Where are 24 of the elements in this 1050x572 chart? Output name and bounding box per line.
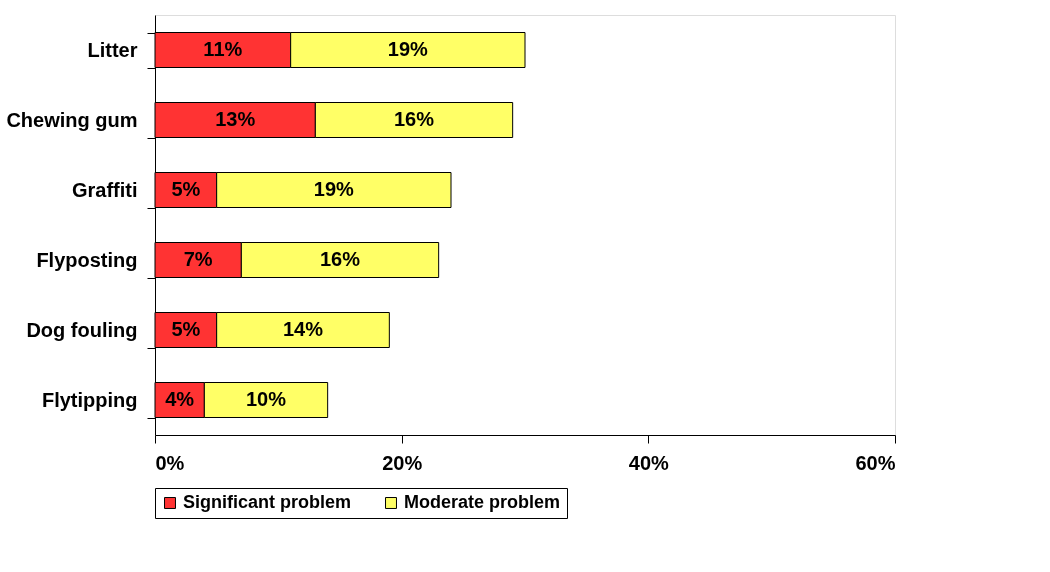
y-tick-label: Graffiti bbox=[71, 178, 138, 201]
data-label: 19% bbox=[387, 38, 429, 60]
legend-label: Significant problem bbox=[183, 492, 352, 512]
x-tick-label: 20% bbox=[382, 451, 423, 474]
y-tick-label: Flyposting bbox=[36, 248, 138, 271]
data-label: 4% bbox=[165, 388, 195, 410]
y-tick-label: Litter bbox=[87, 38, 138, 61]
x-tick-label: 60% bbox=[855, 451, 896, 474]
data-label: 5% bbox=[171, 318, 201, 340]
data-label: 5% bbox=[171, 178, 201, 200]
data-label: 16% bbox=[319, 248, 361, 270]
data-label: 16% bbox=[393, 108, 435, 130]
data-label: 14% bbox=[282, 318, 324, 340]
data-label: 7% bbox=[183, 248, 213, 270]
x-tick-label: 40% bbox=[628, 451, 670, 474]
data-label: 13% bbox=[215, 108, 256, 130]
x-tick-label: 0% bbox=[155, 451, 185, 474]
data-label: 10% bbox=[245, 388, 287, 410]
y-tick-label: Chewing gum bbox=[6, 108, 138, 131]
y-tick-label: Dog fouling bbox=[26, 318, 138, 341]
y-tick-label: Flytipping bbox=[41, 388, 138, 411]
data-label: 11% bbox=[203, 38, 243, 60]
legend-label: Moderate problem bbox=[404, 492, 561, 512]
data-label: 19% bbox=[313, 178, 355, 200]
